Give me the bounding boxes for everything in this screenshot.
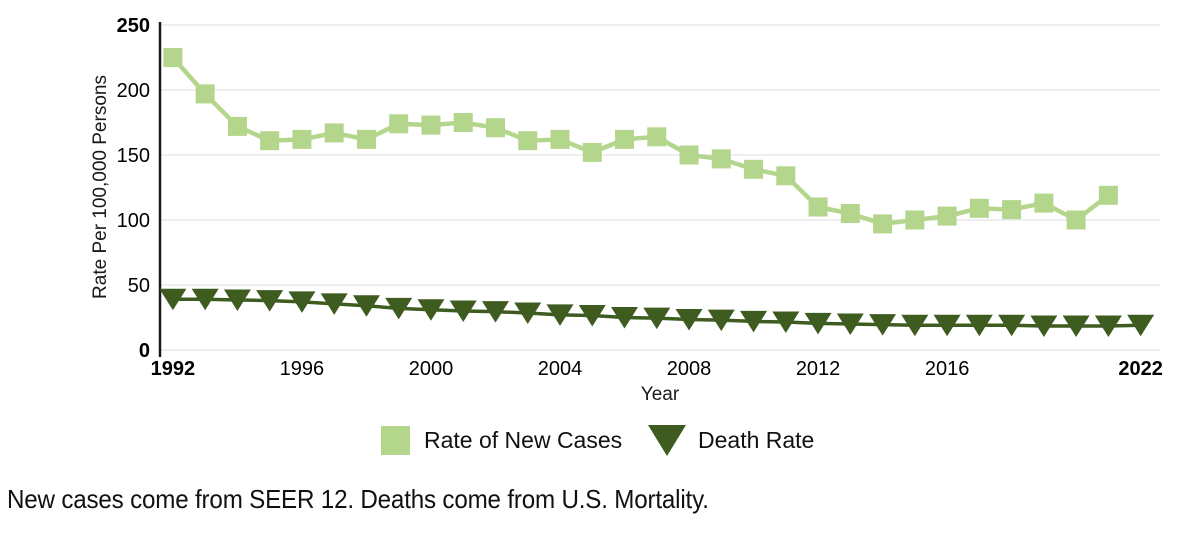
data-point-marker (615, 129, 635, 149)
data-point-marker (1098, 185, 1118, 205)
data-point-marker (389, 114, 409, 134)
data-point-marker (550, 129, 570, 149)
y-tick-label: 0 (139, 340, 150, 362)
y-tick-label: 50 (128, 275, 150, 297)
data-point-marker (647, 127, 667, 147)
data-point-marker (260, 131, 280, 151)
data-point-marker (804, 312, 832, 335)
data-point-marker (905, 210, 925, 230)
data-point-marker (776, 166, 796, 186)
x-tick-labels: 1992 1996 2000 2004 2008 2012 2016 2022 (151, 358, 1163, 380)
x-tick-label: 1992 (151, 358, 196, 380)
data-point-marker (840, 204, 860, 223)
data-point-marker (1066, 210, 1086, 230)
data-point-marker (808, 197, 828, 217)
data-point-marker (1094, 315, 1122, 337)
triangle-down-marker-icon (648, 424, 686, 456)
data-point-marker (901, 314, 929, 337)
series-line-rate-of-new-cases (171, 56, 1110, 227)
x-tick-label: 2000 (409, 358, 454, 380)
data-point-marker (582, 142, 602, 162)
data-point-marker (546, 304, 574, 326)
data-point-marker (869, 314, 897, 336)
data-point-marker (453, 113, 473, 132)
x-tick-label: 2012 (796, 358, 841, 380)
data-point-marker (933, 314, 961, 337)
x-axis-title: Year (640, 384, 680, 405)
series-rate-of-new-cases (163, 48, 1118, 234)
data-point-marker (518, 131, 538, 151)
y-tick-label: 200 (117, 80, 150, 102)
y-axis-title: Rate Per 100,000 Persons (90, 75, 111, 299)
data-point-marker (417, 299, 445, 321)
data-point-marker (1127, 314, 1155, 337)
chart-footnote: New cases come from SEER 12. Deaths come… (7, 484, 709, 514)
data-point-marker (873, 214, 893, 234)
data-point-marker (191, 288, 219, 311)
data-point-marker (356, 129, 376, 149)
x-tick-label: 2004 (538, 358, 583, 380)
x-tick-label: 2022 (1118, 358, 1163, 380)
data-point-marker (740, 310, 768, 333)
x-tick-label: 1996 (280, 358, 325, 380)
data-point-marker (485, 118, 505, 138)
data-point-marker (1002, 200, 1022, 220)
y-tick-label: 150 (117, 145, 150, 167)
legend-item-death-rate: Death Rate (648, 422, 814, 458)
data-point-marker (1062, 315, 1090, 337)
legend-item-new-cases: Rate of New Cases (381, 422, 622, 458)
data-point-marker (965, 314, 993, 337)
data-point-marker (256, 290, 284, 312)
data-point-marker (969, 198, 989, 218)
data-point-marker (481, 301, 509, 323)
data-point-marker (1030, 315, 1058, 337)
data-point-marker (1034, 193, 1054, 213)
y-tick-labels: 0 50 100 150 200 250 (117, 15, 150, 362)
data-point-marker (227, 116, 247, 136)
chart-legend: Rate of New Cases Death Rate (0, 422, 1200, 458)
data-point-marker (449, 300, 477, 322)
data-point-marker (679, 145, 699, 165)
data-point-marker (320, 293, 348, 315)
data-point-marker (744, 159, 764, 179)
x-tick-label: 2016 (925, 358, 970, 380)
data-point-marker (772, 311, 800, 334)
x-tick-label: 2008 (667, 358, 712, 380)
data-point-marker (421, 115, 441, 135)
legend-label-death-rate: Death Rate (698, 426, 815, 453)
data-point-marker (223, 289, 251, 311)
y-tick-label: 250 (117, 15, 150, 37)
data-point-marker (159, 288, 187, 311)
data-point-marker (998, 314, 1026, 337)
data-point-marker (711, 149, 731, 169)
y-tick-label: 100 (117, 210, 150, 232)
data-point-marker (937, 206, 957, 226)
data-point-marker (292, 129, 312, 149)
data-point-marker (288, 291, 316, 313)
data-point-marker (514, 302, 542, 324)
data-point-marker (643, 307, 671, 330)
data-point-marker (611, 307, 639, 329)
chart-plot: 0 50 100 150 200 250 1992 1996 2000 2004 2008 2012 2… (117, 15, 1163, 380)
data-point-marker (578, 305, 606, 327)
data-point-marker (836, 313, 864, 335)
data-point-marker (324, 123, 344, 143)
data-point-marker (707, 309, 735, 332)
legend-label-new-cases: Rate of New Cases (424, 426, 623, 453)
data-point-marker (163, 48, 183, 67)
series-death-rate (159, 288, 1155, 337)
data-point-marker (195, 84, 215, 104)
data-point-marker (385, 297, 413, 320)
data-point-marker (675, 308, 703, 331)
data-point-marker (352, 295, 380, 317)
gridlines (160, 24, 1160, 351)
square-marker-icon (381, 425, 410, 455)
